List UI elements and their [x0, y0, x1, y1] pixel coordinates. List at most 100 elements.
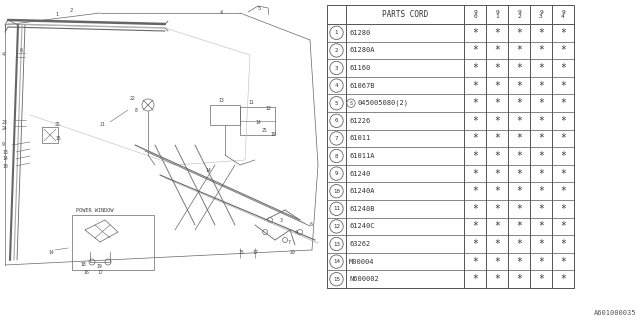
Circle shape [330, 237, 343, 251]
Text: 14: 14 [255, 119, 260, 124]
Text: *: * [538, 28, 544, 38]
Text: *: * [494, 204, 500, 214]
Text: *: * [472, 257, 478, 267]
Text: S: S [349, 101, 353, 106]
Text: 045005080(2): 045005080(2) [357, 100, 408, 107]
Circle shape [330, 97, 343, 110]
Circle shape [330, 220, 343, 233]
Text: 16: 16 [83, 269, 89, 275]
Text: 61240: 61240 [349, 171, 371, 177]
Text: *: * [472, 98, 478, 108]
Text: *: * [516, 98, 522, 108]
Text: 61240B: 61240B [349, 206, 374, 212]
Circle shape [282, 237, 287, 243]
Text: M00004: M00004 [349, 259, 374, 265]
Text: 18: 18 [80, 261, 86, 267]
Text: 13: 13 [333, 242, 340, 246]
Text: 6: 6 [335, 118, 339, 123]
Text: 4: 4 [2, 52, 5, 58]
Circle shape [262, 229, 268, 235]
Circle shape [330, 26, 343, 39]
Circle shape [330, 185, 343, 198]
Text: *: * [516, 151, 522, 161]
Text: *: * [472, 204, 478, 214]
Text: 10: 10 [333, 189, 340, 194]
Text: 4: 4 [220, 10, 223, 14]
Text: *: * [560, 98, 566, 108]
Text: *: * [538, 257, 544, 267]
Text: 61280A: 61280A [349, 47, 374, 53]
Text: *: * [538, 63, 544, 73]
Circle shape [330, 44, 343, 57]
Text: 9: 9 [335, 171, 339, 176]
Text: *: * [560, 204, 566, 214]
Text: *: * [516, 45, 522, 55]
Text: *: * [472, 28, 478, 38]
Text: 61240C: 61240C [349, 223, 374, 229]
Text: 61160: 61160 [349, 65, 371, 71]
Text: *: * [472, 45, 478, 55]
Text: *: * [494, 186, 500, 196]
Text: 9
3: 9 3 [539, 10, 543, 20]
Text: 15: 15 [238, 250, 244, 254]
Text: 4: 4 [335, 83, 339, 88]
Text: 10: 10 [2, 164, 8, 169]
Text: 7: 7 [288, 241, 291, 245]
Text: *: * [538, 169, 544, 179]
Text: *: * [516, 169, 522, 179]
Text: A601000035: A601000035 [593, 310, 636, 316]
Text: *: * [516, 28, 522, 38]
Text: *: * [472, 133, 478, 143]
Text: *: * [538, 151, 544, 161]
Bar [72, 215, 154, 270]
Text: *: * [472, 221, 478, 231]
Text: 19: 19 [270, 132, 276, 138]
Text: *: * [494, 63, 500, 73]
Text: 6: 6 [20, 47, 23, 52]
Text: 12: 12 [333, 224, 340, 229]
Text: 5: 5 [335, 101, 339, 106]
Text: *: * [472, 274, 478, 284]
Text: *: * [538, 45, 544, 55]
Bar [210, 105, 240, 125]
Text: 11: 11 [248, 100, 253, 106]
Text: *: * [472, 116, 478, 126]
Text: 17: 17 [252, 250, 258, 254]
Text: 61011: 61011 [349, 135, 371, 141]
Text: 14: 14 [48, 250, 54, 254]
Text: *: * [516, 257, 522, 267]
Text: *: * [516, 239, 522, 249]
Circle shape [330, 255, 343, 268]
Text: 3: 3 [280, 218, 283, 222]
Text: *: * [494, 151, 500, 161]
Text: 2: 2 [335, 48, 339, 53]
Text: 9
0: 9 0 [473, 10, 477, 20]
Text: 9: 9 [2, 142, 5, 148]
Text: 14: 14 [205, 167, 211, 172]
Text: *: * [538, 81, 544, 91]
Text: *: * [560, 116, 566, 126]
Text: *: * [538, 239, 544, 249]
Text: *: * [560, 257, 566, 267]
Text: *: * [494, 221, 500, 231]
Text: *: * [538, 133, 544, 143]
Text: *: * [516, 274, 522, 284]
Text: *: * [494, 239, 500, 249]
Circle shape [330, 132, 343, 145]
Text: *: * [560, 28, 566, 38]
Text: 13: 13 [218, 98, 224, 102]
Text: 61280: 61280 [349, 30, 371, 36]
Text: *: * [472, 239, 478, 249]
Text: *: * [560, 239, 566, 249]
Text: 15: 15 [55, 135, 61, 140]
Text: 1: 1 [55, 12, 58, 18]
Text: *: * [516, 186, 522, 196]
Text: *: * [560, 133, 566, 143]
Text: *: * [494, 257, 500, 267]
Text: 14: 14 [2, 156, 8, 162]
Text: *: * [516, 133, 522, 143]
Text: 6: 6 [310, 221, 313, 227]
Circle shape [298, 229, 303, 235]
Text: 61240A: 61240A [349, 188, 374, 194]
Text: *: * [560, 274, 566, 284]
